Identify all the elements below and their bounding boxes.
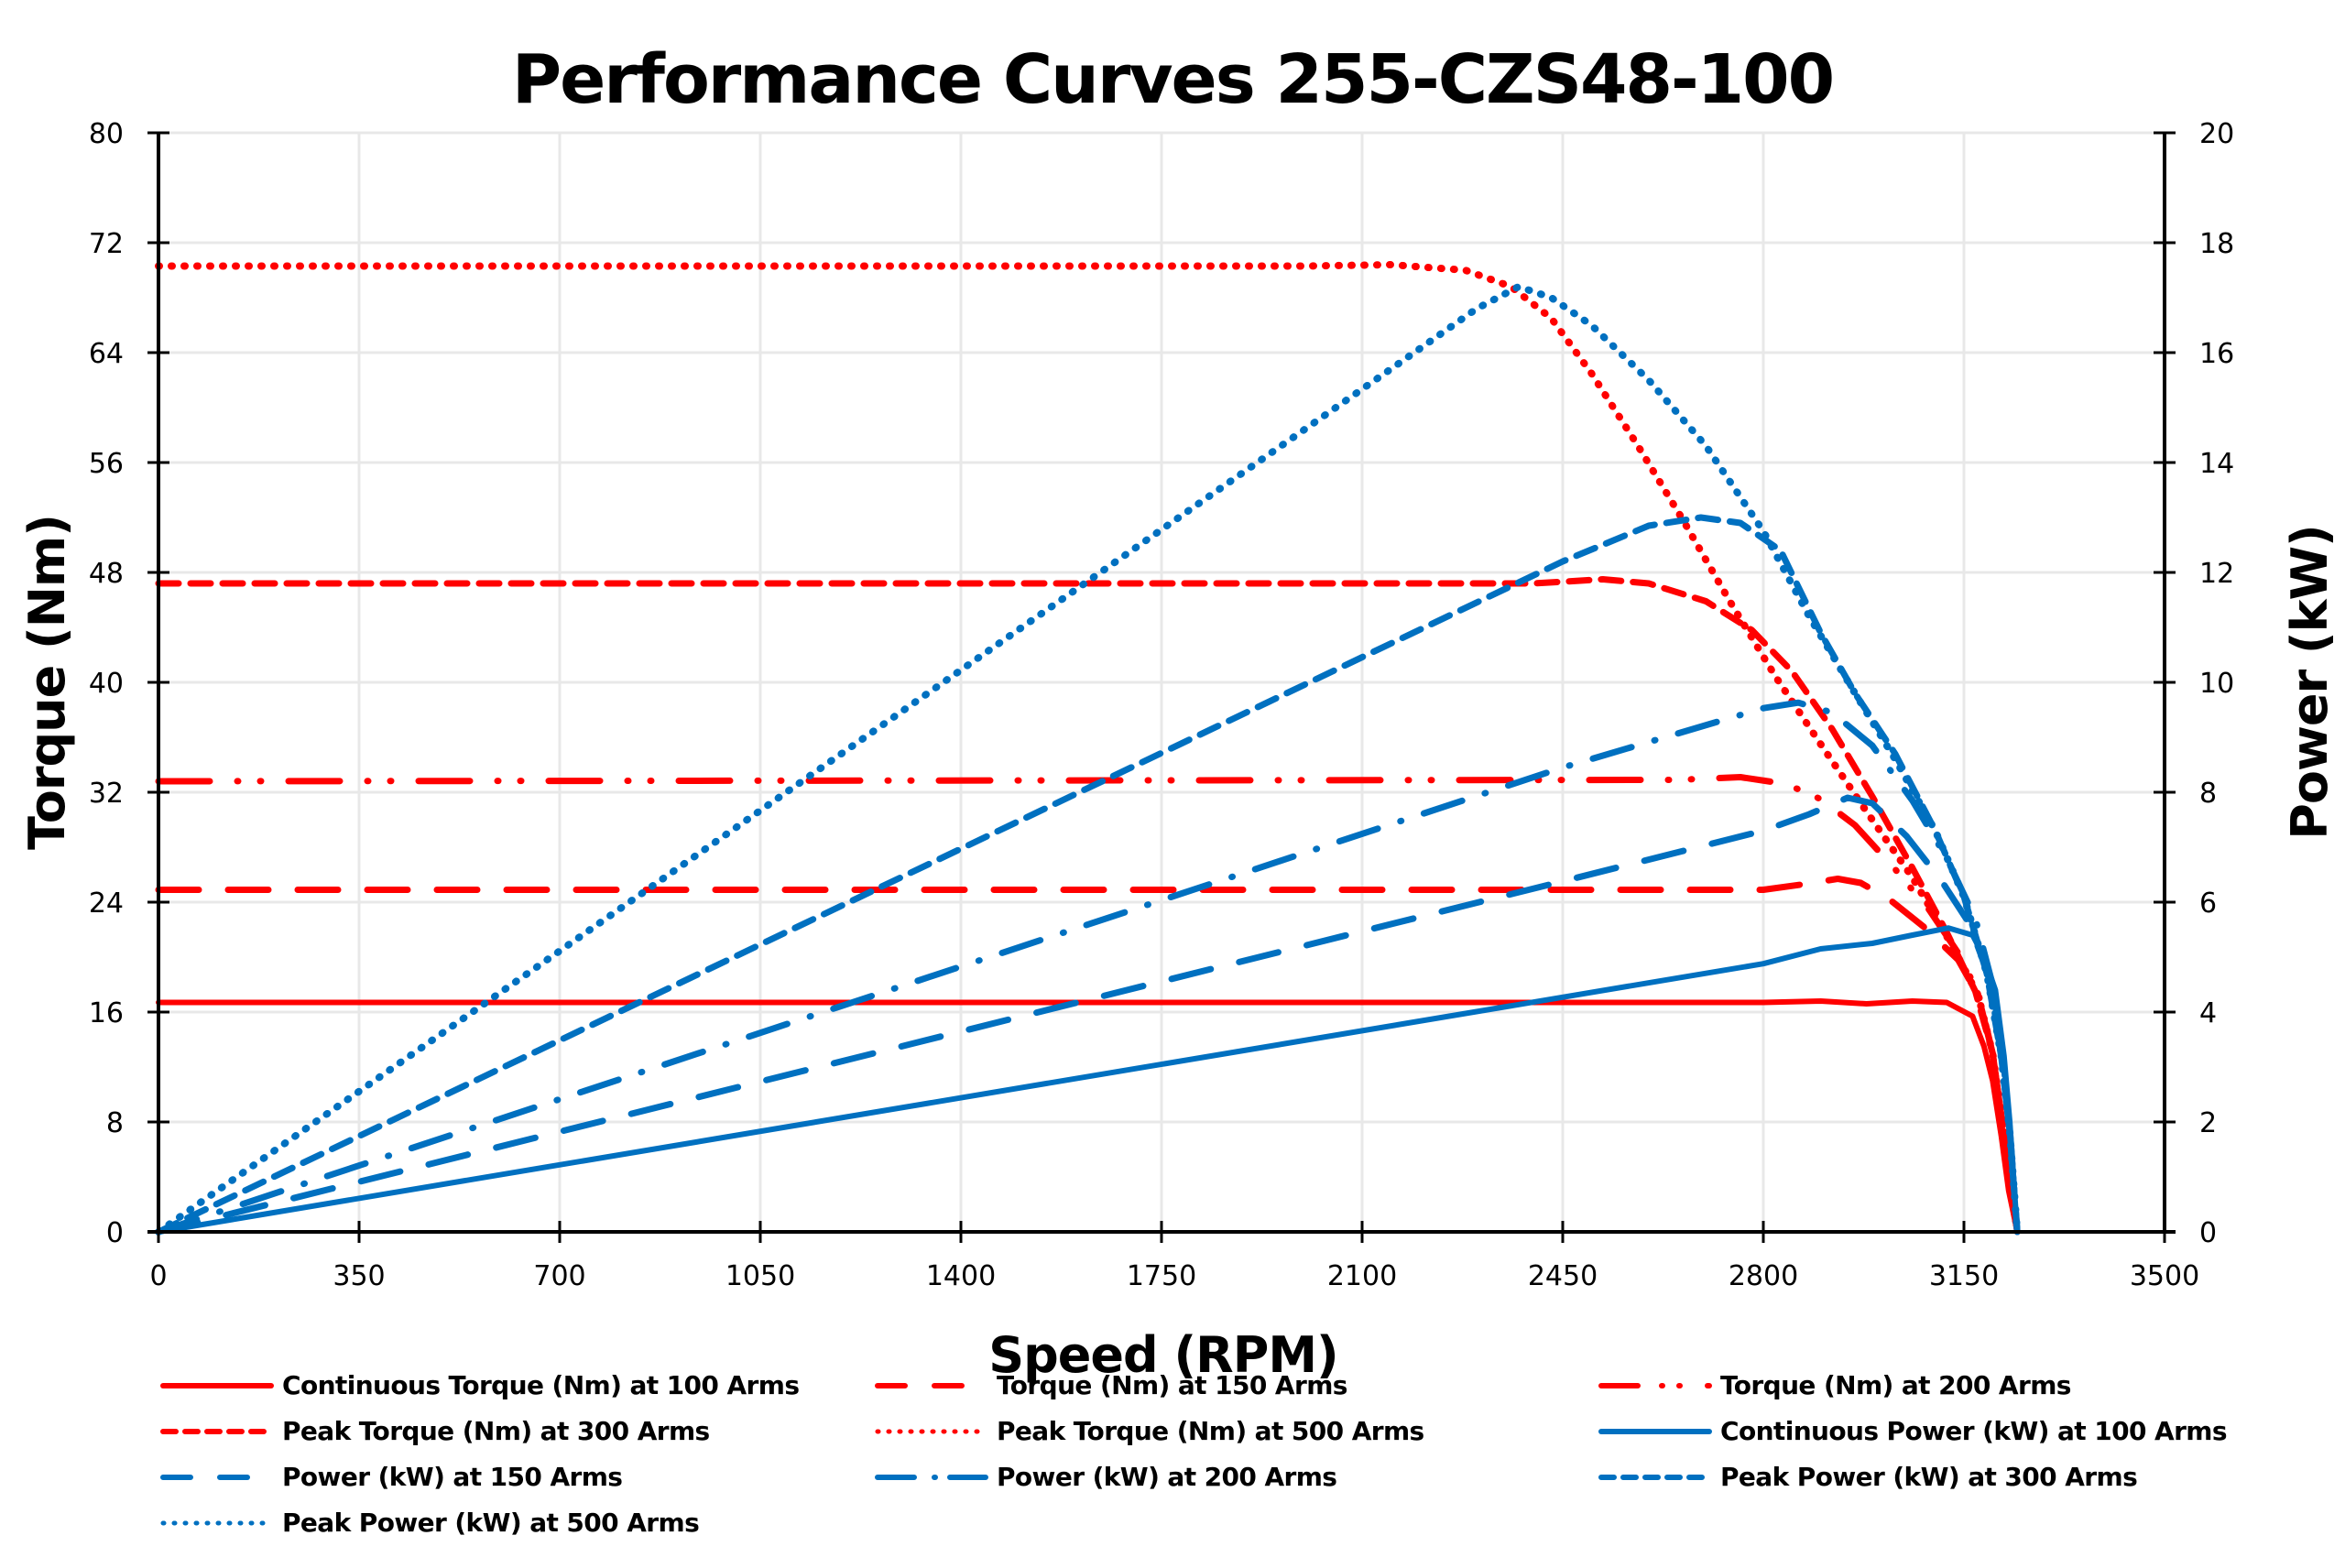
- x-axis-title: Speed (RPM): [988, 1326, 1338, 1384]
- legend-label: Power (kW) at 200 Arms: [997, 1462, 1336, 1492]
- x-tick-label: 700: [533, 1260, 585, 1292]
- legend-item: Peak Torque (Nm) at 500 Arms: [875, 1416, 1424, 1446]
- x-tick-label: 2100: [1327, 1260, 1397, 1292]
- legend: Continuous Torque (Nm) at 100 Arms Torque…: [160, 1370, 2228, 1538]
- legend-item: Power (kW) at 150 Arms: [160, 1462, 623, 1492]
- y-axis-title-left: Torque (Nm): [18, 515, 76, 850]
- legend-item: Torque (Nm) at 150 Arms: [875, 1370, 1347, 1400]
- y-tick-label-right: 10: [2199, 668, 2234, 700]
- tick-labels: 0 350 700 1050 1400 1750 2100 2450 2800 3150 35000…: [89, 118, 2234, 1292]
- x-tick-label: 3500: [2130, 1260, 2199, 1292]
- y-tick-label-right: 18: [2199, 228, 2234, 260]
- series-group: [155, 261, 2022, 1236]
- y-axis-title-right: Power (kW): [2281, 525, 2339, 839]
- legend-item: Torque (Nm) at 200 Arms: [1598, 1370, 2071, 1400]
- y-tick-label-right: 14: [2199, 448, 2234, 480]
- x-tick-label: 3150: [1929, 1260, 1999, 1292]
- chart-title: Performance Curves 255-CZS48-100: [512, 40, 1833, 119]
- y-tick-label-left: 64: [89, 338, 124, 370]
- y-tick-label-right: 2: [2199, 1107, 2217, 1139]
- x-tick-label: 350: [333, 1260, 385, 1292]
- legend-item: Peak Power (kW) at 300 Arms: [1598, 1462, 2138, 1492]
- y-tick-label-right: 6: [2199, 887, 2217, 920]
- y-tick-label-left: 32: [89, 778, 124, 810]
- y-tick-label-left: 16: [89, 997, 124, 1029]
- y-tick-label-right: 0: [2199, 1217, 2217, 1249]
- x-tick-label: 1050: [725, 1260, 795, 1292]
- y-tick-label-right: 8: [2199, 778, 2217, 810]
- gridlines: [158, 131, 2165, 1232]
- y-tick-label-left: 0: [106, 1217, 124, 1249]
- legend-label: Peak Torque (Nm) at 300 Arms: [282, 1416, 710, 1446]
- legend-label: Continuous Power (kW) at 100 Arms: [1720, 1416, 2227, 1446]
- legend-item: Power (kW) at 200 Arms: [875, 1462, 1337, 1492]
- legend-label: Peak Power (kW) at 500 Arms: [282, 1508, 699, 1538]
- series-line-5: [155, 261, 2022, 1236]
- y-tick-label-left: 8: [106, 1107, 124, 1139]
- y-tick-label-left: 72: [89, 228, 124, 260]
- series-line-2: [155, 876, 2021, 1236]
- x-tick-label: 0: [149, 1260, 167, 1292]
- legend-label: Continuous Torque (Nm) at 100 Arms: [282, 1370, 799, 1400]
- y-tick-label-left: 40: [89, 668, 124, 700]
- legend-item: Peak Torque (Nm) at 300 Arms: [160, 1416, 710, 1446]
- axes: [147, 131, 2176, 1243]
- legend-item: Continuous Torque (Nm) at 100 Arms: [160, 1370, 800, 1400]
- y-tick-label-left: 24: [89, 887, 124, 920]
- y-tick-label-right: 4: [2199, 997, 2217, 1029]
- legend-item: Continuous Power (kW) at 100 Arms: [1598, 1416, 2228, 1446]
- y-tick-label-right: 12: [2199, 558, 2234, 590]
- y-tick-label-left: 56: [89, 448, 124, 480]
- x-tick-label: 2450: [1528, 1260, 1598, 1292]
- y-tick-label-right: 20: [2199, 118, 2234, 150]
- legend-label: Torque (Nm) at 200 Arms: [1720, 1370, 2071, 1400]
- x-tick-label: 1750: [1127, 1260, 1196, 1292]
- x-tick-label: 2800: [1729, 1260, 1798, 1292]
- y-tick-label-right: 16: [2199, 338, 2234, 370]
- legend-item: Peak Power (kW) at 500 Arms: [160, 1508, 700, 1538]
- legend-label: Torque (Nm) at 150 Arms: [997, 1370, 1347, 1400]
- legend-label: Peak Power (kW) at 300 Arms: [1720, 1462, 2137, 1492]
- y-tick-label-left: 80: [89, 118, 124, 150]
- x-tick-label: 1400: [926, 1260, 996, 1292]
- y-tick-label-left: 48: [89, 558, 124, 590]
- legend-label: Peak Torque (Nm) at 500 Arms: [997, 1416, 1424, 1446]
- legend-label: Power (kW) at 150 Arms: [282, 1462, 622, 1492]
